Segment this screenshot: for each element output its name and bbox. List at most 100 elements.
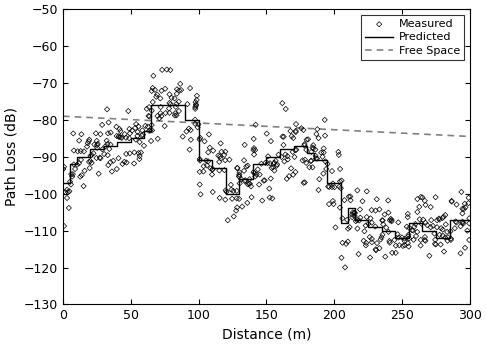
Measured: [280, 134, 288, 139]
Measured: [266, 195, 274, 200]
Measured: [86, 165, 94, 171]
Measured: [312, 153, 319, 158]
Measured: [414, 196, 421, 202]
Measured: [97, 131, 104, 137]
Measured: [343, 217, 351, 222]
Measured: [404, 234, 412, 239]
Measured: [268, 195, 276, 201]
Measured: [320, 150, 328, 155]
Measured: [122, 160, 130, 165]
Measured: [360, 238, 367, 244]
Measured: [99, 147, 106, 152]
Measured: [93, 155, 101, 161]
Measured: [183, 129, 191, 134]
Measured: [64, 189, 72, 195]
Measured: [382, 225, 390, 230]
Measured: [222, 188, 229, 193]
Measured: [131, 125, 139, 131]
Measured: [403, 224, 411, 229]
Measured: [320, 146, 328, 151]
Measured: [339, 240, 347, 246]
Measured: [117, 134, 124, 140]
Measured: [405, 236, 413, 241]
Measured: [149, 85, 156, 91]
Measured: [427, 225, 434, 230]
Measured: [404, 211, 412, 217]
Measured: [431, 241, 439, 247]
Measured: [245, 181, 253, 186]
Measured: [104, 141, 111, 147]
Measured: [301, 180, 309, 185]
Measured: [119, 161, 126, 167]
Measured: [221, 167, 228, 173]
Measured: [268, 165, 276, 171]
Measured: [78, 172, 86, 178]
Measured: [107, 130, 115, 135]
Measured: [442, 221, 450, 227]
Measured: [417, 237, 425, 243]
Measured: [69, 171, 77, 177]
Measured: [315, 176, 323, 182]
Measured: [342, 241, 350, 247]
Measured: [392, 243, 399, 248]
Measured: [176, 81, 184, 86]
Measured: [281, 152, 289, 157]
Measured: [427, 204, 434, 210]
Measured: [66, 179, 74, 184]
Measured: [229, 188, 237, 194]
Measured: [273, 162, 281, 167]
Legend: Measured, Predicted, Free Space: Measured, Predicted, Free Space: [361, 15, 464, 60]
Measured: [384, 229, 392, 235]
Measured: [187, 127, 194, 133]
Measured: [452, 202, 460, 207]
Measured: [106, 142, 114, 147]
Measured: [226, 157, 233, 163]
Measured: [372, 247, 380, 252]
Measured: [279, 142, 287, 148]
Measured: [161, 86, 169, 91]
Measured: [86, 137, 93, 143]
Measured: [102, 144, 109, 149]
Measured: [192, 102, 200, 107]
Measured: [87, 158, 94, 164]
Measured: [313, 156, 321, 162]
Measured: [321, 133, 329, 138]
Measured: [235, 172, 243, 177]
Measured: [421, 198, 429, 203]
Measured: [363, 240, 370, 246]
Measured: [306, 164, 313, 170]
Measured: [444, 235, 452, 240]
Measured: [299, 127, 307, 133]
Measured: [115, 134, 122, 139]
Measured: [113, 124, 121, 129]
Measured: [317, 150, 325, 155]
Measured: [422, 202, 430, 208]
Measured: [447, 229, 454, 234]
Measured: [412, 233, 420, 239]
Measured: [330, 201, 337, 207]
Measured: [220, 152, 228, 158]
Measured: [136, 139, 143, 145]
Measured: [122, 135, 130, 140]
Measured: [162, 110, 170, 116]
Measured: [329, 181, 337, 186]
Measured: [441, 212, 449, 218]
Measured: [395, 235, 402, 240]
Measured: [157, 113, 165, 119]
Measured: [98, 122, 106, 128]
Measured: [251, 171, 259, 176]
Measured: [193, 97, 201, 103]
Measured: [361, 228, 368, 234]
Measured: [437, 242, 445, 247]
Measured: [271, 160, 278, 166]
Measured: [329, 198, 337, 204]
Measured: [408, 227, 416, 233]
Measured: [148, 88, 156, 94]
Measured: [351, 210, 359, 216]
Measured: [376, 245, 383, 251]
Measured: [151, 87, 159, 93]
Measured: [299, 158, 307, 163]
Measured: [417, 243, 425, 248]
Measured: [289, 149, 296, 155]
Measured: [205, 131, 213, 137]
